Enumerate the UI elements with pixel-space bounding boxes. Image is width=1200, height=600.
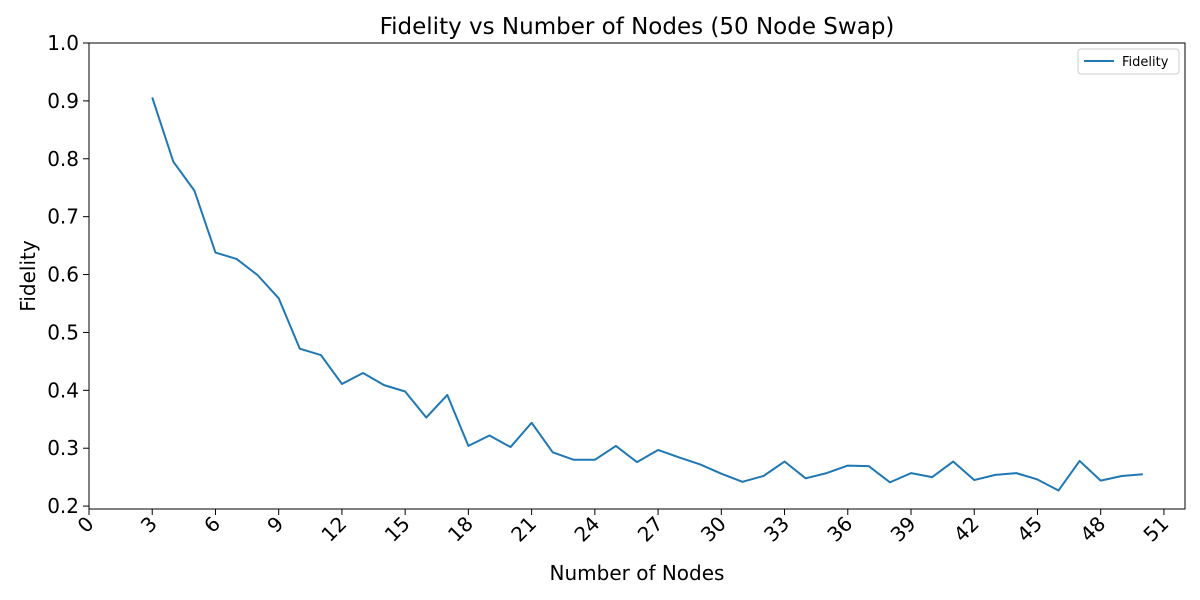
x-tick-label: 3 [136,512,162,538]
y-tick-label: 0.2 [47,494,79,518]
y-axis: 0.2 0.3 0.4 0.5 0.6 0.7 0.8 0.9 1.0 [47,31,89,518]
x-tick-label: 24 [569,512,604,547]
x-tick-label: 15 [380,512,415,547]
y-tick-label: 0.7 [47,205,79,229]
y-tick-label: 0.5 [47,320,79,344]
x-tick-label: 27 [633,512,668,547]
x-tick-label: 12 [316,512,351,547]
chart-title: Fidelity vs Number of Nodes (50 Node Swa… [380,14,895,40]
x-axis-label: Number of Nodes [550,561,725,585]
series-line-fidelity [151,97,1143,492]
plot-area-frame [88,42,1186,510]
legend: Fidelity [1077,48,1180,75]
y-tick-label: 0.4 [47,378,79,402]
x-tick-label: 6 [199,512,225,538]
x-tick-label: 9 [262,512,288,538]
y-tick-label: 0.8 [47,147,79,171]
x-tick-label: 0 [73,512,99,538]
x-tick-label: 51 [1138,512,1173,547]
legend-label: Fidelity [1122,55,1169,70]
y-axis-label: Fidelity [16,240,40,312]
x-tick-label: 30 [696,512,731,547]
x-axis: 0 3 6 9 12 15 18 21 24 27 30 33 36 39 42 45 48 51 [73,509,1173,547]
x-tick-label: 42 [949,512,984,547]
x-tick-label: 36 [822,512,857,547]
x-tick-label: 45 [1012,512,1047,547]
x-tick-label: 48 [1075,512,1110,547]
x-tick-label: 33 [759,512,794,547]
y-tick-label: 0.3 [47,436,79,460]
x-tick-label: 21 [506,512,541,547]
series-layer [151,97,1143,492]
x-tick-label: 18 [443,512,478,547]
x-tick-label: 39 [886,512,921,547]
y-tick-label: 0.6 [47,263,79,287]
y-tick-label: 1.0 [47,31,79,55]
legend-box [1077,48,1180,75]
y-tick-label: 0.9 [47,89,79,113]
